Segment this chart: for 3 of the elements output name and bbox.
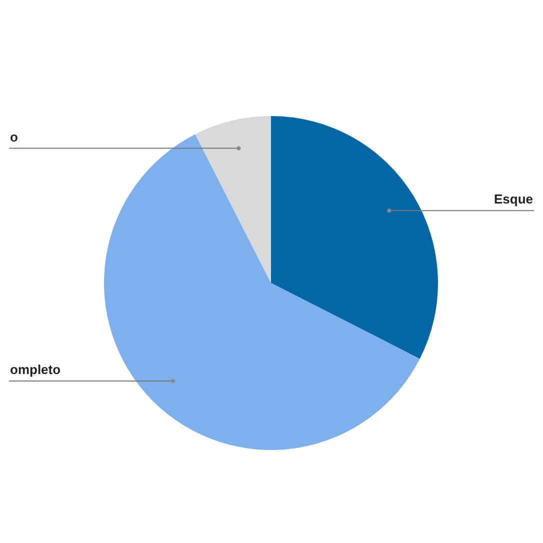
slice-label: o bbox=[10, 129, 18, 144]
slice-label: Esque bbox=[494, 192, 533, 207]
slice-label: ompleto bbox=[10, 362, 61, 378]
